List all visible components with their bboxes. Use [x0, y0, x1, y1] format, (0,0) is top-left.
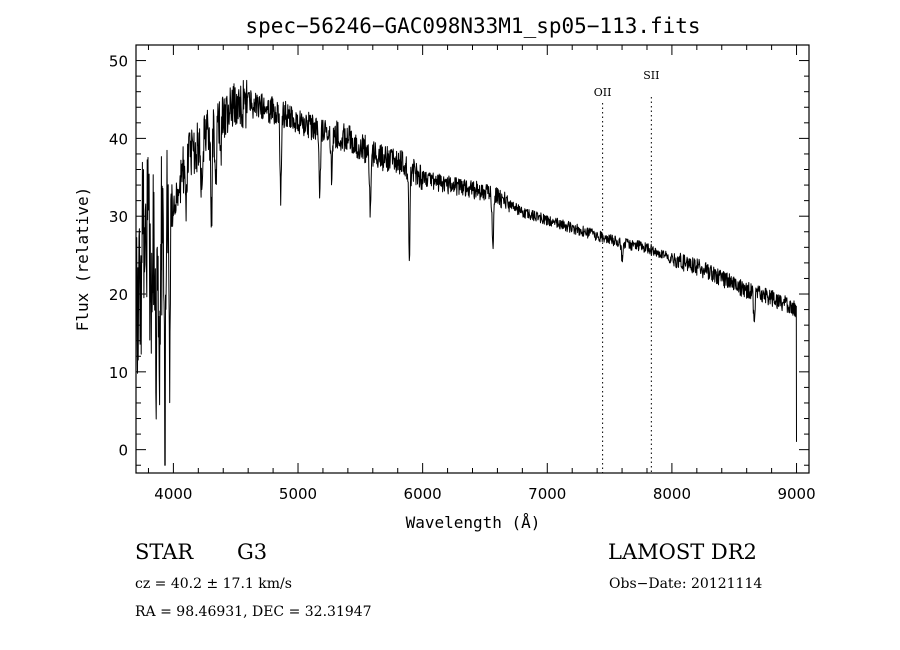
x-tick-label: 5000: [279, 485, 317, 503]
emission-line-markers: OII SII: [594, 69, 659, 473]
x-tick-label: 8000: [653, 485, 691, 503]
x-tick-label: 6000: [404, 485, 442, 503]
chart-title: spec−56246−GAC098N33M1_sp05−113.fits: [245, 14, 700, 38]
x-tick-label: 7000: [528, 485, 566, 503]
y-axis-label: Flux (relative): [73, 187, 92, 332]
subclass-label: G3: [237, 540, 268, 564]
line-marker-label: SII: [643, 69, 659, 82]
y-tick-label: 10: [109, 364, 128, 382]
axis-tick-labels: 4000 5000 6000 7000 8000 9000 0 10 20 30 40 50: [109, 53, 816, 503]
survey-label: LAMOST DR2: [608, 540, 757, 564]
x-tick-label: 4000: [154, 485, 192, 503]
coordinates-text: RA = 98.46931, DEC = 32.31947: [135, 604, 372, 620]
line-marker-label: OII: [594, 86, 612, 99]
y-tick-label: 20: [109, 286, 128, 304]
object-type-label: STAR: [135, 540, 194, 564]
obs-date-text: Obs−Date: 20121114: [609, 576, 763, 592]
x-axis-label: Wavelength (Å): [406, 513, 541, 532]
axis-ticks: [136, 45, 809, 473]
x-tick-label: 9000: [777, 485, 815, 503]
spectrum-series-line: [135, 79, 797, 466]
y-tick-label: 30: [109, 208, 128, 226]
y-tick-label: 40: [109, 130, 128, 148]
y-tick-label: 0: [118, 442, 128, 460]
y-tick-label: 50: [109, 53, 128, 71]
redshift-text: cz = 40.2 ± 17.1 km/s: [135, 576, 292, 592]
